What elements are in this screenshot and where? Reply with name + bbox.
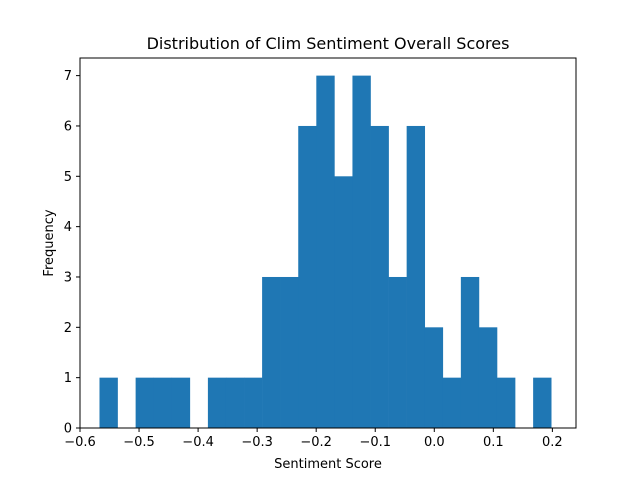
y-tick-label: 0 [64,422,72,437]
histogram-bar [207,377,227,428]
histogram-bar [280,276,299,428]
histogram-bar [496,377,516,428]
histogram-bar [533,377,552,428]
histogram-bar [424,327,444,428]
histogram-bar [442,377,462,428]
histogram-bar [406,125,426,429]
histogram-bar [99,377,118,428]
x-tick-label: −0.2 [300,435,332,450]
y-tick-label: 4 [64,220,72,235]
histogram-bar [388,276,407,428]
x-tick-label: −0.1 [359,435,391,450]
histogram-bar [262,276,281,428]
histogram-bar [225,377,245,428]
histogram-bar [334,176,353,428]
histogram-bar [244,377,263,428]
x-axis-label: Sentiment Score [274,457,382,472]
bars-group [99,75,552,429]
chart-title: Distribution of Clim Sentiment Overall S… [147,34,510,53]
histogram-bar [316,75,335,428]
x-tick-label: 0.1 [483,435,504,450]
y-tick-label: 5 [64,170,72,185]
y-tick-label: 1 [64,371,72,386]
histogram-bar [153,377,173,428]
x-tick-label: −0.3 [241,435,273,450]
x-tick-label: −0.6 [64,435,96,450]
plot-frame [79,57,577,429]
y-axis-ticks: 0 1 2 3 4 5 6 7 [64,69,80,437]
histogram-bar [171,377,191,428]
histogram-bar [370,125,389,429]
y-tick-label: 3 [64,270,72,285]
histogram-bar [352,75,371,428]
x-axis-ticks: −0.6 −0.5 −0.4 −0.3 −0.2 −0.1 0.0 0.1 0.2 [64,428,563,450]
histogram-bar [298,125,317,429]
histogram-bar [135,377,154,428]
y-axis-label: Frequency [42,209,57,276]
y-tick-label: 7 [64,69,72,84]
histogram-bar [460,276,480,428]
histogram-bar [478,327,498,428]
x-tick-label: 0.0 [424,435,445,450]
x-tick-label: 0.2 [542,435,563,450]
x-tick-label: −0.4 [182,435,214,450]
x-tick-label: −0.5 [123,435,155,450]
y-tick-label: 6 [64,119,72,134]
y-tick-label: 2 [64,321,72,336]
